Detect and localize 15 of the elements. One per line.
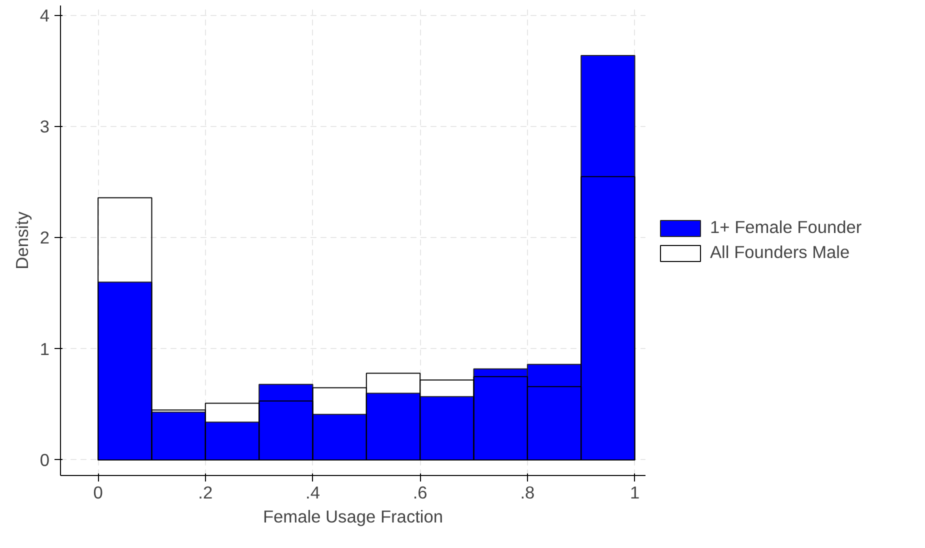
x-tick-label: 0 <box>93 482 103 502</box>
x-tick-label: .2 <box>198 482 213 502</box>
x-tick-label: .4 <box>306 482 320 502</box>
y-tick-label: 1 <box>40 338 50 359</box>
y-tick-label: 0 <box>40 450 50 470</box>
y-tick-label: 4 <box>40 6 50 26</box>
x-tick-label: .8 <box>520 482 535 502</box>
x-tick-label: 1 <box>630 482 640 502</box>
legend-label: All Founders Male <box>710 242 850 263</box>
y-tick-label: 2 <box>40 228 50 248</box>
legend-label: 1+ Female Founder <box>710 217 862 238</box>
y-axis-title: Density <box>12 211 32 270</box>
x-axis-title: Female Usage Fraction <box>262 506 444 526</box>
y-tick-label: 3 <box>40 116 50 137</box>
x-tick-label: .6 <box>412 482 428 502</box>
